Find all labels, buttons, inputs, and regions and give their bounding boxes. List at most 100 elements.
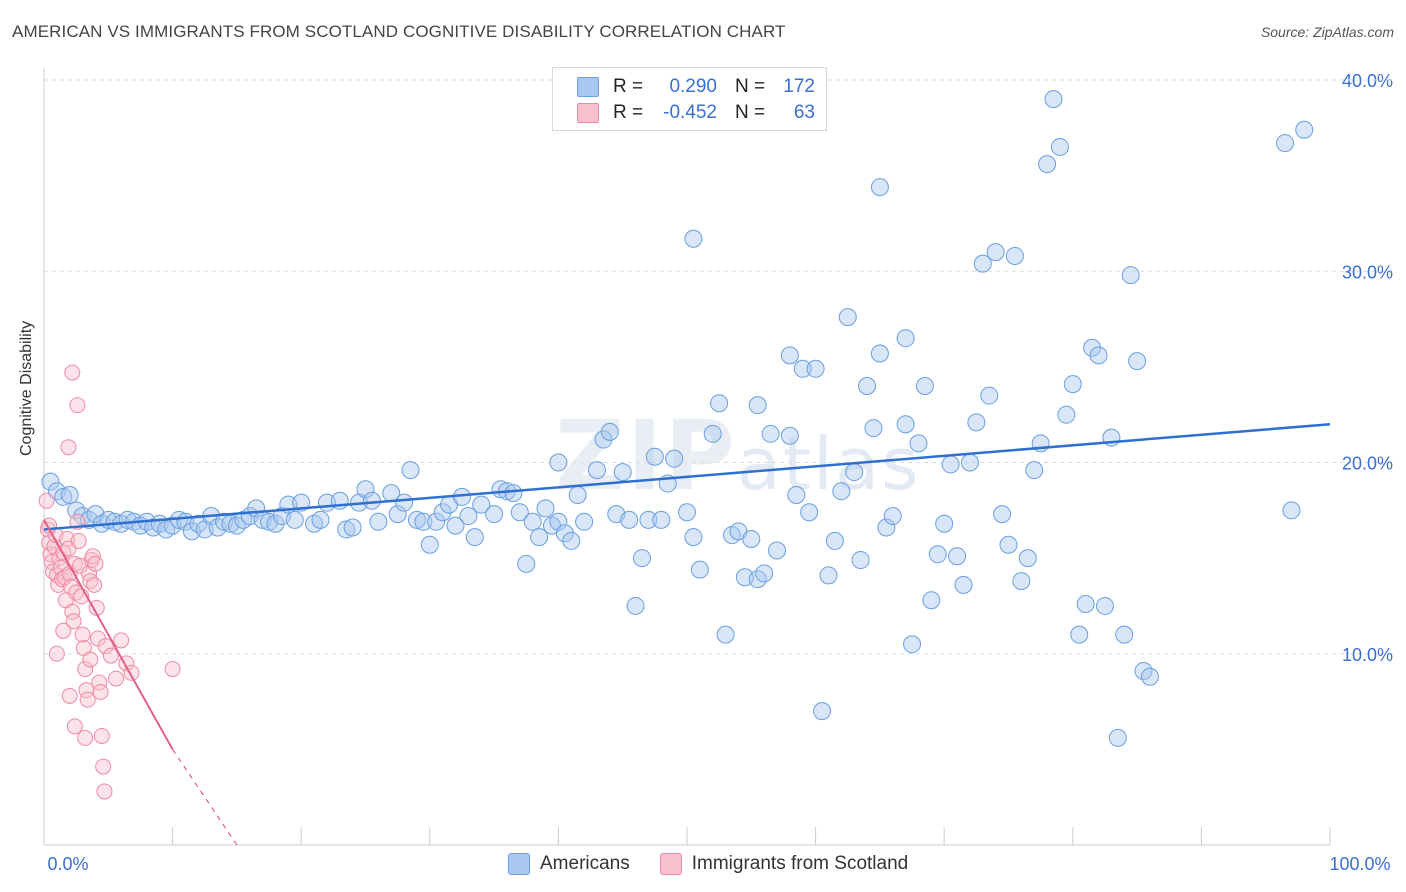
point-americans: [999, 535, 1018, 554]
point-americans: [1038, 155, 1057, 174]
point-americans: [523, 512, 542, 531]
legend-row-scotland: R = -0.452 N = 63: [577, 101, 815, 125]
point-scotland: [95, 758, 112, 775]
point-americans: [755, 564, 774, 583]
point-americans: [883, 507, 902, 526]
point-americans: [504, 484, 523, 503]
point-americans: [645, 447, 664, 466]
legend-r-label: R =: [613, 76, 644, 97]
point-americans: [993, 505, 1012, 524]
point-americans: [928, 545, 947, 564]
point-americans: [1128, 352, 1147, 371]
watermark-sub: atlas: [736, 422, 921, 506]
point-americans: [1083, 338, 1102, 357]
point-americans: [587, 461, 606, 480]
point-americans: [973, 254, 992, 273]
point-americans: [716, 625, 735, 644]
point-americans: [678, 503, 696, 522]
point-americans: [433, 503, 452, 522]
point-americans: [1070, 625, 1089, 644]
point-americans: [742, 530, 761, 548]
point-americans: [1018, 549, 1037, 568]
point-americans: [356, 480, 375, 499]
point-scotland: [164, 661, 181, 678]
point-americans: [948, 547, 967, 566]
series-legend-scotland[interactable]: Immigrants from Scotland: [659, 853, 909, 875]
legend-swatch-americans: [508, 853, 530, 875]
legend-n-value: 63: [793, 102, 815, 123]
y-axis-label: Cognitive Disability: [18, 320, 35, 456]
point-americans: [819, 566, 838, 585]
point-americans: [1044, 90, 1063, 109]
point-americans: [1121, 266, 1140, 285]
point-americans: [1057, 405, 1076, 424]
point-scotland: [79, 691, 96, 708]
point-americans: [903, 635, 922, 654]
legend-r-value: -0.452: [663, 102, 717, 123]
point-scotland: [82, 651, 99, 668]
point-americans: [600, 422, 619, 441]
point-americans: [562, 531, 581, 550]
point-americans: [780, 426, 799, 445]
legend-swatch-scotland: [577, 103, 599, 123]
point-scotland: [38, 492, 55, 509]
point-americans: [806, 359, 825, 378]
point-americans: [575, 512, 594, 531]
point-americans: [530, 528, 549, 547]
x-tick-label: 0.0%: [47, 854, 88, 874]
series-label-americans: Americans: [540, 853, 630, 874]
point-americans: [838, 308, 857, 327]
point-americans: [877, 518, 896, 537]
point-americans: [813, 702, 832, 721]
legend-r-label: R =: [613, 102, 644, 123]
chart-title: AMERICAN VS IMMIGRANTS FROM SCOTLAND COG…: [12, 22, 786, 41]
point-americans: [343, 518, 362, 537]
point-americans: [922, 591, 941, 610]
source-label: Source: ZipAtlas.com: [1260, 24, 1394, 40]
point-americans: [420, 535, 439, 554]
point-americans: [684, 229, 703, 248]
point-scotland: [93, 727, 110, 744]
point-americans: [369, 512, 388, 531]
point-americans: [414, 512, 433, 531]
point-americans: [1295, 120, 1314, 139]
x-tick-label: 100.0%: [1329, 854, 1390, 874]
point-americans: [787, 486, 806, 505]
series-legend-americans[interactable]: Americans: [508, 853, 630, 875]
point-scotland: [113, 632, 130, 649]
point-americans: [748, 396, 767, 415]
point-americans: [427, 512, 446, 531]
point-americans: [459, 507, 478, 526]
point-americans: [870, 178, 889, 197]
point-americans: [832, 482, 851, 501]
point-americans: [510, 503, 529, 522]
point-americans: [800, 503, 819, 522]
point-americans: [41, 472, 60, 491]
point-americans: [1282, 501, 1301, 520]
point-scotland: [86, 576, 103, 593]
point-scotland: [61, 687, 78, 704]
point-americans: [555, 524, 574, 543]
series-label-scotland: Immigrants from Scotland: [691, 853, 909, 874]
series-legend: Americans Immigrants from Scotland: [508, 853, 938, 875]
legend-swatch-scotland: [659, 853, 682, 875]
point-americans: [626, 596, 645, 615]
point-americans: [395, 493, 414, 512]
point-americans: [768, 541, 787, 560]
point-americans: [710, 394, 729, 413]
point-americans: [684, 528, 703, 547]
point-americans: [311, 510, 330, 529]
point-americans: [1115, 625, 1134, 644]
point-americans: [362, 491, 381, 510]
trend-line-scotland: [43, 519, 174, 750]
point-americans: [960, 453, 979, 472]
point-americans: [517, 554, 536, 573]
point-americans: [266, 514, 285, 533]
point-scotland: [96, 783, 113, 800]
y-tick-label: 40.0%: [1342, 71, 1393, 91]
point-americans: [620, 510, 639, 529]
point-americans: [54, 487, 73, 506]
point-scotland: [108, 670, 125, 687]
point-americans: [1140, 667, 1159, 686]
point-americans: [793, 359, 812, 378]
